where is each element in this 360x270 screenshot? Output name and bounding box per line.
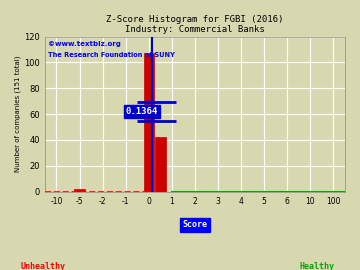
- Y-axis label: Number of companies (151 total): Number of companies (151 total): [15, 56, 22, 172]
- Text: The Research Foundation of SUNY: The Research Foundation of SUNY: [48, 52, 175, 58]
- Title: Z-Score Histogram for FGBI (2016)
Industry: Commercial Banks: Z-Score Histogram for FGBI (2016) Indust…: [106, 15, 284, 34]
- Bar: [144, 53, 154, 192]
- Bar: [155, 137, 166, 192]
- Text: Unhealthy: Unhealthy: [21, 262, 66, 270]
- Text: 0.1364: 0.1364: [126, 107, 158, 116]
- Text: ©www.textbiz.org: ©www.textbiz.org: [48, 41, 121, 47]
- Text: Score: Score: [183, 220, 207, 229]
- Text: Healthy: Healthy: [299, 262, 334, 270]
- Bar: [74, 189, 85, 192]
